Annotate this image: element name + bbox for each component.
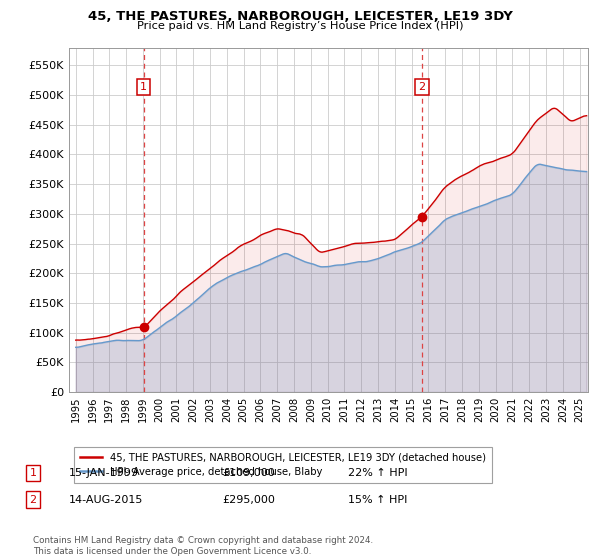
Text: £295,000: £295,000 — [222, 494, 275, 505]
Text: £109,000: £109,000 — [222, 468, 275, 478]
Text: 2: 2 — [418, 82, 425, 92]
Text: 1: 1 — [140, 82, 147, 92]
Text: Price paid vs. HM Land Registry’s House Price Index (HPI): Price paid vs. HM Land Registry’s House … — [137, 21, 463, 31]
Text: 15-JAN-1999: 15-JAN-1999 — [69, 468, 139, 478]
Text: 2: 2 — [29, 494, 37, 505]
Text: 45, THE PASTURES, NARBOROUGH, LEICESTER, LE19 3DY: 45, THE PASTURES, NARBOROUGH, LEICESTER,… — [88, 10, 512, 23]
Text: Contains HM Land Registry data © Crown copyright and database right 2024.
This d: Contains HM Land Registry data © Crown c… — [33, 536, 373, 556]
Text: 22% ↑ HPI: 22% ↑ HPI — [348, 468, 407, 478]
Text: 15% ↑ HPI: 15% ↑ HPI — [348, 494, 407, 505]
Text: 1: 1 — [29, 468, 37, 478]
Legend: 45, THE PASTURES, NARBOROUGH, LEICESTER, LE19 3DY (detached house), HPI: Average: 45, THE PASTURES, NARBOROUGH, LEICESTER,… — [74, 447, 492, 483]
Text: 14-AUG-2015: 14-AUG-2015 — [69, 494, 143, 505]
